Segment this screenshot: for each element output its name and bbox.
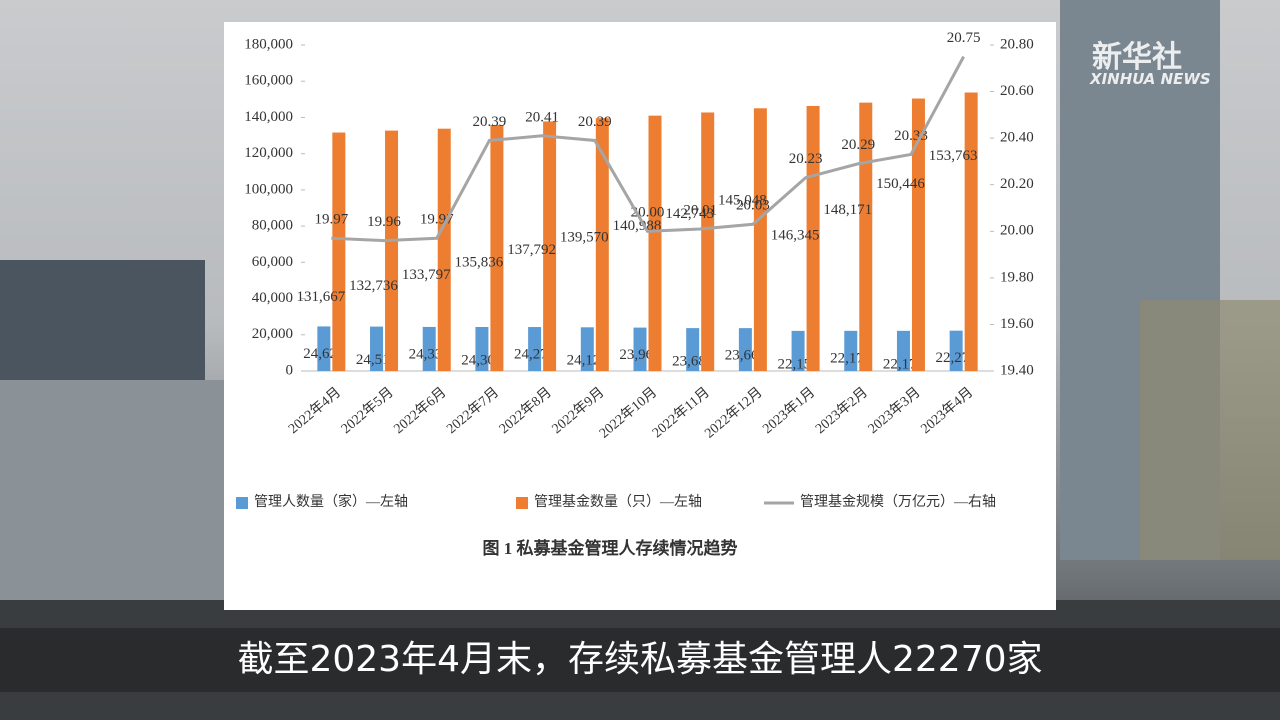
bar: [370, 326, 384, 371]
bar: [422, 326, 436, 371]
value-label: 142,743: [665, 206, 714, 222]
bar: [490, 124, 504, 372]
chart: 图 1 私募基金管理人存续情况趋势 0 20,000 40,000 60,000 80,…: [224, 22, 1056, 610]
value-label: 20.39: [578, 114, 612, 130]
y2-tick-label: 20.80: [1000, 36, 1034, 52]
bar: [528, 327, 542, 371]
tree-right: [1140, 300, 1280, 560]
value-label: 146,345: [771, 227, 820, 243]
bar: [806, 105, 820, 371]
value-label: 20.03: [736, 198, 770, 214]
bar: [332, 132, 346, 371]
value-label: 131,667: [296, 289, 345, 305]
y-tick-label: 0: [286, 362, 294, 378]
value-label: 20.41: [525, 109, 559, 125]
value-label: 132,736: [349, 278, 398, 294]
value-label: 20.29: [841, 137, 875, 153]
chart-panel: [224, 22, 1056, 610]
bar: [475, 326, 489, 371]
y-tick-label: 180,000: [244, 36, 293, 52]
value-label: 133,797: [402, 267, 451, 283]
bar: [385, 130, 399, 371]
legend-label: 管理基金规模（万亿元）—右轴: [800, 493, 996, 510]
bar: [633, 327, 647, 371]
value-label: 145,048: [718, 193, 767, 209]
bar: [859, 102, 873, 371]
line: [331, 55, 965, 243]
y-tick-label: 20,000: [252, 326, 293, 342]
y2-tick-label: 20.00: [1000, 223, 1034, 239]
y-tick-label: 60,000: [252, 254, 293, 270]
value-label: 135,836: [455, 254, 504, 270]
bar: [738, 328, 752, 371]
bar: [844, 330, 858, 371]
value-label: 19.96: [367, 214, 401, 230]
legend-label: 管理人数量（家）—左轴: [254, 493, 408, 510]
value-label: 139,570: [560, 230, 609, 246]
value-label: 148,171: [823, 202, 872, 218]
legend-label: 管理基金数量（只）—左轴: [534, 493, 702, 510]
value-label: 150,446: [876, 176, 925, 192]
watermark-subtitle: XINHUA NEWS: [1090, 70, 1211, 88]
bar: [911, 98, 925, 372]
building-low: [0, 380, 224, 600]
y2-tick-label: 19.40: [1000, 362, 1034, 378]
bar: [543, 121, 557, 371]
bar: [964, 92, 978, 371]
y2-tick-label: 19.80: [1000, 269, 1034, 285]
value-label: 20.23: [789, 151, 823, 167]
legend-swatch: [236, 497, 248, 509]
value-label: 20.39: [473, 114, 507, 130]
bar: [437, 128, 451, 371]
legend-swatch: [516, 497, 528, 509]
caption: 截至2023年4月末，存续私募基金管理人22270家: [0, 628, 1280, 692]
value-label: 153,763: [929, 148, 978, 164]
bar: [686, 328, 700, 371]
bar: [648, 115, 662, 372]
y-tick-label: 40,000: [252, 290, 293, 306]
value-label: 20.75: [947, 30, 981, 46]
value-label: 19.97: [314, 212, 348, 228]
bar: [580, 327, 594, 371]
watermark-title: 新华社: [1092, 40, 1182, 75]
y2-tick-label: 20.40: [1000, 130, 1034, 146]
bar: [896, 330, 910, 371]
y2-tick-label: 20.20: [1000, 176, 1034, 192]
y2-tick-label: 19.60: [1000, 316, 1034, 332]
bar: [317, 326, 331, 371]
building-left: [0, 260, 205, 400]
y-tick-label: 160,000: [244, 73, 293, 89]
bar: [791, 330, 805, 371]
y-tick-label: 80,000: [252, 218, 293, 234]
y-tick-label: 100,000: [244, 181, 293, 197]
bar: [701, 112, 715, 372]
value-label: 137,792: [507, 242, 556, 258]
bar: [949, 330, 963, 371]
value-label: 20.01: [683, 202, 717, 218]
bar: [753, 108, 767, 372]
y-tick-label: 140,000: [244, 109, 293, 125]
y2-tick-label: 20.60: [1000, 83, 1034, 99]
y-tick-label: 120,000: [244, 145, 293, 161]
bar: [595, 118, 609, 371]
chart-title: 图 1 私募基金管理人存续情况趋势: [483, 538, 738, 558]
